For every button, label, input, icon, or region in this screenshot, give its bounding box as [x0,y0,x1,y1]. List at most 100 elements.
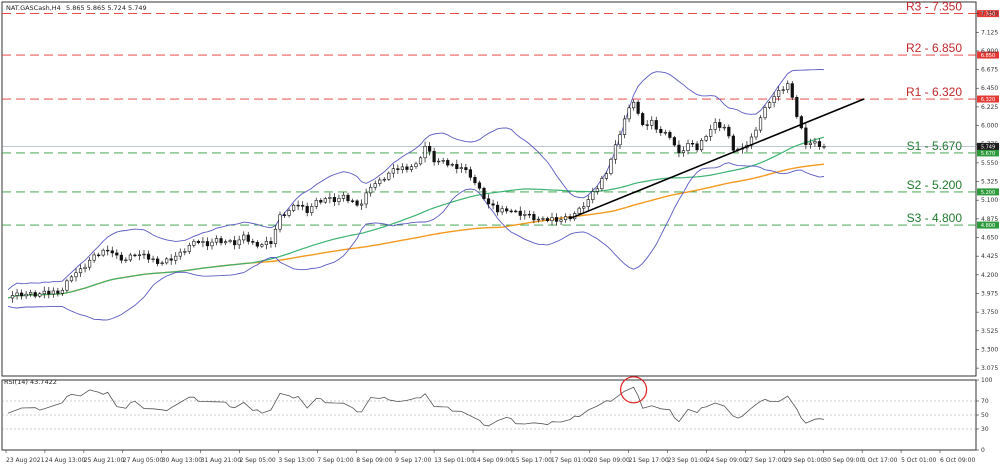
x-tick-label: 17 Sep 01:00 [551,457,591,464]
candle [178,248,182,260]
candle [183,248,187,256]
level-axis-tag-s3 [977,221,999,229]
candle-body [196,240,201,243]
candle-body [92,254,96,261]
candle [24,291,28,300]
candle-body [663,132,667,134]
candle-body [246,234,250,242]
candle [119,251,123,264]
candle [718,118,722,132]
candle-body [650,120,654,126]
candle [205,237,210,250]
candle-body [101,249,105,256]
candle-body [631,101,636,109]
x-tick-label: 5 Oct 01:00 [901,457,936,464]
candle-body [459,167,463,169]
x-tick-label: 6 Oct 09:00 [940,457,975,464]
candle-body [106,249,110,252]
candle [115,249,119,259]
candle-body [613,144,618,160]
candle [369,183,373,197]
candle-body [563,216,568,221]
candle-body [473,177,477,184]
candle [124,257,128,263]
candle [681,146,686,157]
candle-body [518,210,522,216]
candle-body [718,122,722,128]
rsi-tick-label: 100 [981,377,993,384]
candle [600,175,604,192]
candle [92,252,96,263]
candle-body [328,197,332,199]
candle-body [437,160,441,163]
candle [455,159,459,174]
candle [822,143,826,150]
candle [19,289,24,300]
candle-body [636,101,640,114]
x-tick-label: 21 Sep 17:00 [629,457,669,464]
candle-body [69,276,74,282]
candle-body [754,129,758,138]
x-tick-label: 8 Sep 09:00 [356,457,392,464]
candle-body [713,122,717,130]
candle [196,239,201,245]
candle [804,123,808,150]
candle-body [763,107,767,119]
candle-body [391,168,395,174]
candle [808,138,812,149]
candle [799,114,803,130]
candle [563,213,568,223]
candle [450,162,454,167]
candle-body [47,290,51,295]
candle-body [618,134,622,146]
price-tick-label: 4.425 [981,253,998,260]
candle-body [323,198,327,203]
candle [346,192,350,204]
candle-body [387,172,391,180]
candle-body [255,242,259,247]
candle-body [709,129,713,137]
x-tick-label: 15 Sep 17:00 [512,457,552,464]
level-label-s2: S2 - 5.200 [907,178,963,192]
candle-body [346,194,350,202]
candle-body [29,292,33,295]
candle [224,239,228,245]
candle [242,231,246,244]
candle-body [731,135,735,151]
candle-body [704,136,708,141]
candle [514,209,518,213]
candle [156,256,160,267]
candle-body [60,289,64,294]
candle [287,208,291,218]
level-label-r2: R2 - 6.850 [906,41,962,55]
candle-body [441,160,445,162]
candle [382,177,386,183]
candle-body [595,188,599,192]
candle [772,91,776,108]
candle [622,115,627,139]
candle [296,200,300,210]
candle [604,171,608,181]
candle [233,235,237,250]
candle-body [423,145,427,159]
candle-body [273,228,278,244]
candle-body [409,166,414,170]
candle-body [355,200,359,206]
candle-body [722,126,726,129]
x-tick-label: 24 Aug 13:00 [45,457,86,464]
candle [10,290,15,303]
candle-body [205,241,210,247]
candle [459,163,463,173]
candle [65,278,69,293]
candle [341,192,346,202]
candle [101,248,105,257]
candle [495,201,500,216]
candle-body [237,239,241,246]
candle-body [228,240,232,242]
candle-body [128,254,133,261]
candle [468,166,473,181]
candle [586,195,590,211]
candle [577,206,581,216]
candle-body [305,205,309,213]
candle-body [382,178,386,181]
